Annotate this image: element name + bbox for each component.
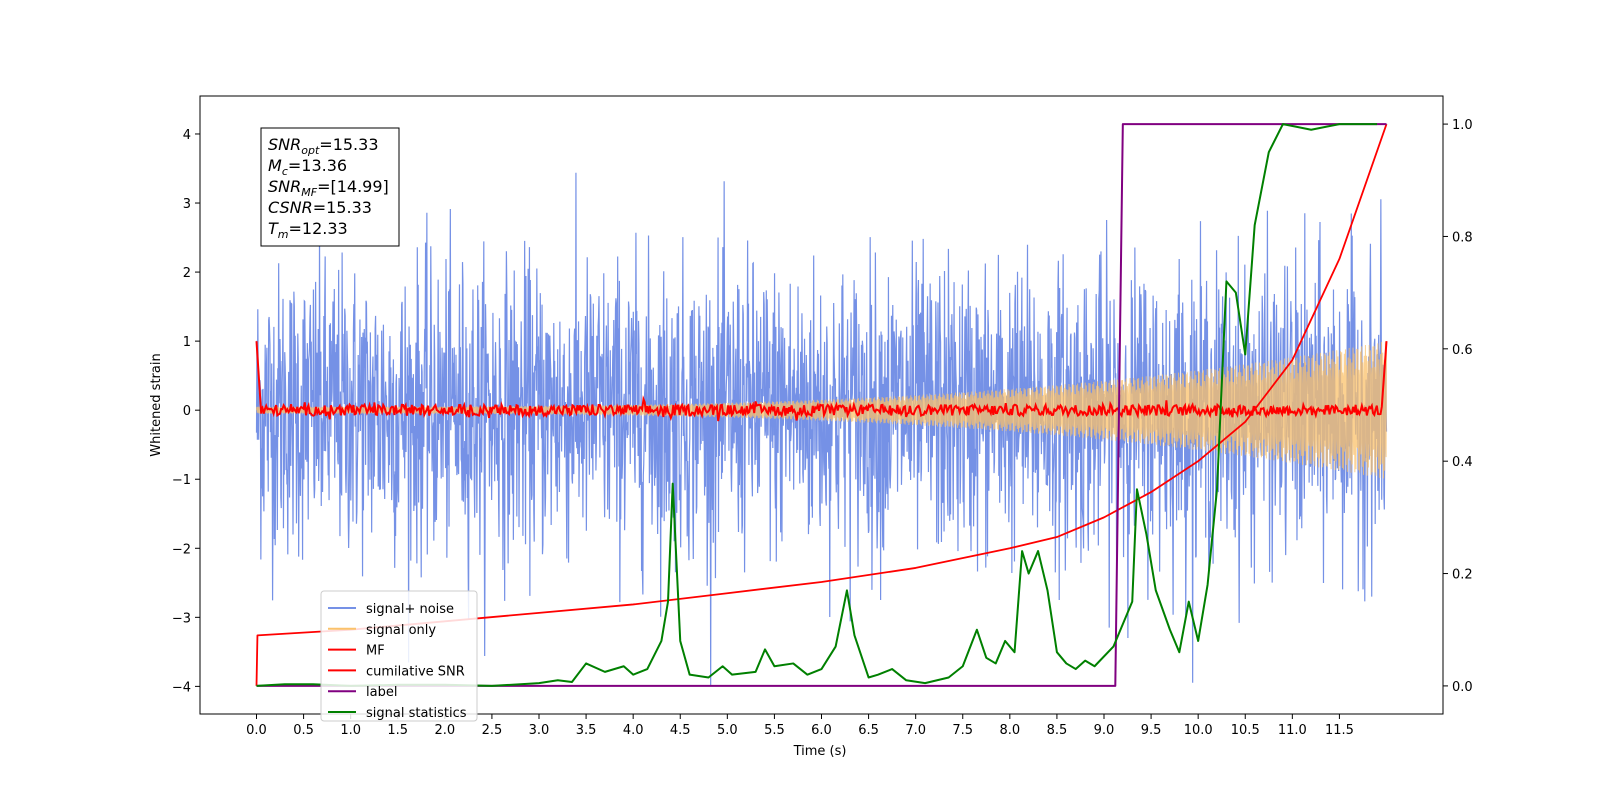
y-tick-label-left: 4 [183,128,191,143]
x-tick-label: 5.5 [764,723,785,738]
y-tick-label-right: 0.8 [1452,230,1473,245]
x-tick-label: 1.0 [340,723,361,738]
x-tick-label: 8.0 [999,723,1020,738]
legend-label: signal only [366,623,436,638]
annotation-line: SNRMF=[14.99] [268,177,389,199]
x-axis: 0.0 0.5 1.0 1.5 2.0 2.5 3.0 3.5 4.0 4.5 5.0 5.5 6.0 6… [246,714,1354,738]
y-tick-label-left: 1 [183,335,191,350]
x-tick-label: 6.0 [811,723,832,738]
y-tick-label-left: 2 [183,266,191,281]
annotation-line: Tm=12.33 [268,219,348,241]
y-tick-label-right: 0.0 [1452,680,1473,695]
annotation-box: SNRopt=15.33Mc=13.36SNRMF=[14.99]CSNR=15… [260,127,400,247]
x-tick-label: 7.0 [905,723,926,738]
y-tick-label-left: −1 [172,473,191,488]
x-axis-label: Time (s) [793,744,847,759]
x-tick-label: 3.5 [576,723,597,738]
x-tick-label: 10.5 [1231,723,1260,738]
x-tick-label: 2.0 [434,723,455,738]
y-axis-left: −4 −3 −2 −1 0 1 2 3 4 [172,128,200,695]
x-tick-label: 7.5 [952,723,973,738]
y-axis-label-left: Whitened strain [149,353,164,456]
series-label [256,123,1387,687]
x-tick-label: 0.0 [246,723,267,738]
x-tick-label: 9.5 [1141,723,1162,738]
y-tick-label-left: −2 [172,542,191,557]
legend-label: signal+ noise [366,602,454,617]
y-tick-label-right: 1.0 [1452,118,1473,133]
y-tick-label-left: −3 [172,611,191,626]
y-tick-label-right: 0.2 [1452,568,1473,583]
x-tick-label: 11.0 [1278,723,1307,738]
x-tick-label: 3.0 [529,723,550,738]
x-tick-label: 0.5 [293,723,314,738]
legend-label: signal statistics [366,706,467,721]
x-tick-label: 5.0 [717,723,738,738]
x-tick-label: 9.0 [1094,723,1115,738]
annotation-line: Mc=13.36 [268,156,347,178]
legend-label: MF [366,644,385,659]
series-signal-statistics [256,123,1378,687]
x-tick-label: 4.5 [670,723,691,738]
x-tick-label: 2.5 [482,723,503,738]
annotation-line: CSNR=15.33 [268,198,372,217]
y-tick-label-right: 0.4 [1452,455,1473,470]
annotation-line: SNRopt=15.33 [268,135,379,157]
legend-label: cumilative SNR [366,664,465,679]
legend-label: label [366,685,397,700]
y-axis-right: 0.0 0.2 0.4 0.6 0.8 1.0 [1443,118,1473,695]
x-tick-label: 10.0 [1184,723,1213,738]
legend: signal+ noise signal only MF cumilative SNR… [320,590,478,722]
y-tick-label-left: 0 [183,404,191,419]
y-tick-label-left: −4 [172,680,191,695]
x-tick-label: 1.5 [387,723,408,738]
x-tick-label: 8.5 [1047,723,1068,738]
x-tick-label: 11.5 [1325,723,1354,738]
y-tick-label-left: 3 [183,197,191,212]
x-tick-label: 4.0 [623,723,644,738]
series-mf [255,341,1388,422]
y-tick-label-right: 0.6 [1452,343,1473,358]
x-tick-label: 6.5 [858,723,879,738]
